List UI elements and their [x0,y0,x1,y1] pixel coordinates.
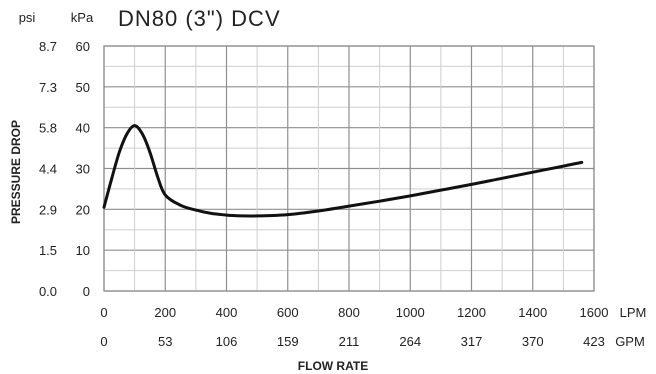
y-tick-psi: 1.5 [39,243,57,258]
y-tick-psi: 5.8 [39,121,57,136]
y-tick-kpa: 50 [76,80,90,95]
x-tick-lpm: 1200 [457,305,486,320]
y-axis-title: PRESSURE DROP [9,120,23,224]
lpm-unit-label: LPM [620,305,647,320]
x-tick-gpm: 264 [399,334,421,349]
chart-title: DN80 (3") DCV [118,6,281,31]
y-tick-kpa: 10 [76,243,90,258]
x-tick-lpm: 600 [277,305,299,320]
x-tick-gpm: 317 [461,334,483,349]
y-tick-psi: 8.7 [39,39,57,54]
x-axis-gpm: 0 53 106 159 211 264 317 370 423 [100,334,604,349]
x-tick-lpm: 1600 [580,305,609,320]
y-axis-psi: 0.0 1.5 2.9 4.4 5.8 7.3 8.7 [39,39,57,299]
y-tick-kpa: 30 [76,162,90,177]
x-tick-gpm: 106 [216,334,238,349]
y-tick-psi: 7.3 [39,80,57,95]
gpm-unit-label: GPM [615,334,645,349]
x-tick-lpm: 800 [338,305,360,320]
x-tick-gpm: 423 [583,334,605,349]
series-group [102,124,584,218]
y-tick-psi: 2.9 [39,202,57,217]
x-tick-gpm: 53 [158,334,172,349]
x-tick-lpm: 1000 [396,305,425,320]
y-tick-psi: 0.0 [39,284,57,299]
grid [103,45,595,292]
y-tick-psi: 4.4 [39,162,57,177]
kpa-unit-label: kPa [71,10,94,25]
y-tick-kpa: 20 [76,202,90,217]
y-tick-kpa: 40 [76,121,90,136]
y-axis-kpa: 0 10 20 30 40 50 60 [76,39,90,299]
x-tick-lpm: 0 [100,305,107,320]
y-tick-kpa: 60 [76,39,90,54]
psi-unit-label: psi [19,10,36,25]
x-tick-gpm: 0 [100,334,107,349]
x-tick-lpm: 1400 [518,305,547,320]
y-tick-kpa: 0 [83,284,90,299]
x-tick-lpm: 400 [216,305,238,320]
x-tick-gpm: 159 [277,334,299,349]
x-tick-gpm: 370 [522,334,544,349]
x-tick-lpm: 200 [154,305,176,320]
x-axis-title: FLOW RATE [298,359,368,373]
series-line [102,124,584,218]
plot-frame [103,45,595,292]
x-tick-gpm: 211 [339,334,360,349]
x-axis-lpm: 0 200 400 600 800 1000 1200 1400 1600 [100,305,608,320]
